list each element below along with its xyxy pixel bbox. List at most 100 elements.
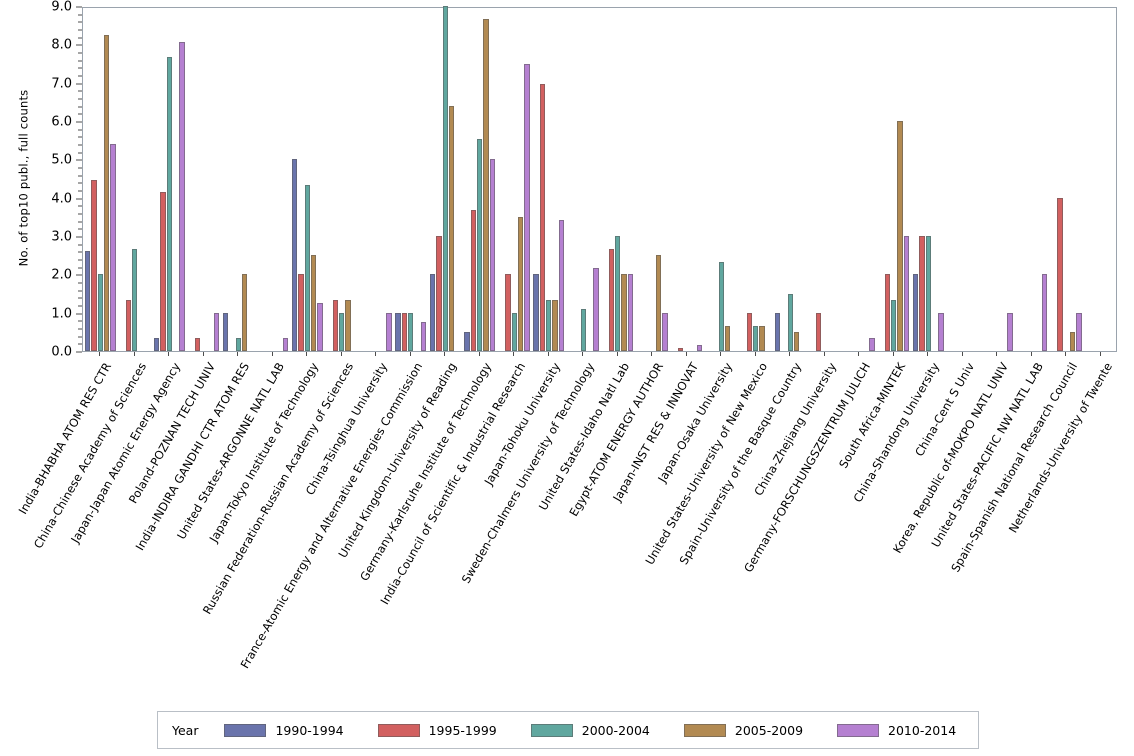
- bar: [166, 56, 172, 351]
- bar: [241, 274, 248, 351]
- y-axis-major-tick: [76, 159, 82, 161]
- bar: [291, 159, 298, 351]
- y-axis-tick-label: 1.0: [51, 306, 72, 322]
- legend-entry[interactable]: 1990-1994: [224, 722, 344, 738]
- legend-entry[interactable]: 2005-2009: [683, 722, 804, 738]
- y-axis-tick-label: 0.0: [51, 344, 72, 360]
- y-axis-minor-tick: [78, 98, 82, 100]
- bar: [304, 184, 310, 351]
- y-axis-minor-tick: [78, 251, 82, 253]
- y-axis-tick-label: 6.0: [51, 114, 72, 130]
- plot-area: [82, 6, 1117, 352]
- bar: [429, 274, 436, 351]
- x-axis-tick: [202, 352, 204, 356]
- legend-swatch: [377, 723, 420, 737]
- bar: [608, 248, 615, 351]
- y-axis-minor-tick: [78, 267, 82, 269]
- y-axis-tick-label: 4.0: [51, 191, 72, 207]
- y-axis-tick-label: 2.0: [51, 267, 72, 283]
- legend-label: 2010-2014: [888, 722, 957, 738]
- bar: [103, 34, 110, 351]
- y-axis-minor-tick: [78, 75, 82, 77]
- legend-label: 2000-2004: [581, 722, 650, 738]
- y-axis-major-tick: [76, 83, 82, 85]
- x-axis-tick: [1099, 352, 1101, 356]
- bar: [759, 326, 765, 351]
- y-axis-minor-tick: [78, 90, 82, 92]
- y-axis-minor-tick: [78, 175, 82, 177]
- y-axis-tick-label: 8.0: [51, 37, 72, 53]
- y-axis-major-tick: [76, 351, 82, 353]
- bar: [533, 274, 539, 351]
- y-axis-tick-label: 7.0: [51, 76, 72, 92]
- x-axis-tick: [858, 352, 860, 356]
- bar: [408, 312, 414, 351]
- bar: [787, 293, 793, 351]
- legend-swatch: [530, 723, 573, 737]
- legend-label: 2005-2009: [734, 722, 804, 738]
- x-axis-tick: [340, 352, 342, 356]
- y-axis-minor-tick: [78, 106, 82, 108]
- legend: Year 1990-1994 1995-1999 2000-2004 2005-200…: [157, 711, 979, 749]
- x-axis-tick: [99, 352, 101, 356]
- bar: [310, 255, 317, 351]
- x-axis-tick: [409, 352, 411, 356]
- bar: [470, 210, 477, 351]
- bar: [1007, 312, 1013, 351]
- y-axis-minor-tick: [78, 29, 82, 31]
- legend-entry[interactable]: 1995-1999: [377, 722, 497, 738]
- bar: [477, 139, 483, 351]
- bar: [938, 312, 944, 351]
- y-axis: 0.0 1.0 2.0 3.0 4.0 5.0 6.0 7.0 8.0 9.0: [0, 0, 82, 360]
- y-axis-major-tick: [76, 6, 82, 8]
- legend-entry[interactable]: 2010-2014: [837, 723, 956, 738]
- bar: [345, 300, 351, 351]
- bar: [793, 331, 800, 351]
- y-axis-minor-tick: [78, 167, 82, 169]
- y-axis-minor-tick: [78, 52, 82, 54]
- bar: [153, 338, 160, 351]
- bar: [655, 255, 662, 351]
- legend-entry[interactable]: 2000-2004: [530, 722, 650, 738]
- bar: [401, 312, 408, 351]
- bar: [884, 274, 891, 351]
- y-axis-major-tick: [76, 274, 82, 276]
- bar: [696, 345, 703, 351]
- bars-container: [83, 6, 1116, 351]
- bar: [282, 338, 289, 351]
- bar: [213, 312, 220, 351]
- bar: [332, 300, 339, 351]
- x-axis-tick: [616, 352, 618, 356]
- bar: [615, 236, 621, 351]
- legend-title: Year: [172, 722, 199, 738]
- y-axis-minor-tick: [78, 182, 82, 184]
- bar: [420, 322, 427, 351]
- bar: [546, 300, 552, 351]
- x-axis-tick: [720, 352, 722, 356]
- bar: [125, 300, 132, 351]
- y-axis-minor-tick: [78, 129, 82, 131]
- y-axis-minor-tick: [78, 136, 82, 138]
- legend-swatch: [683, 723, 726, 737]
- bar: [718, 261, 724, 351]
- y-axis-minor-tick: [78, 328, 82, 330]
- legend-label: 1995-1999: [428, 722, 497, 738]
- y-axis-minor-tick: [78, 320, 82, 322]
- y-axis-minor-tick: [78, 213, 82, 215]
- bar: [903, 236, 910, 351]
- y-axis-tick-label: 9.0: [51, 0, 72, 15]
- bar: [489, 159, 496, 351]
- legend-entries: 1990-1994 1995-1999 2000-2004 2005-2009 2010…: [224, 723, 990, 738]
- bar: [317, 303, 323, 351]
- legend-label: 1990-1994: [275, 722, 344, 738]
- y-axis-major-tick: [76, 236, 82, 238]
- y-axis-minor-tick: [78, 37, 82, 39]
- y-axis-major-tick: [76, 198, 82, 200]
- y-axis-minor-tick: [78, 336, 82, 338]
- y-axis-minor-tick: [78, 290, 82, 292]
- bar: [386, 312, 392, 351]
- x-axis-tick: [444, 352, 446, 356]
- y-axis-minor-tick: [78, 14, 82, 16]
- bar: [662, 312, 668, 351]
- bar: [815, 312, 822, 351]
